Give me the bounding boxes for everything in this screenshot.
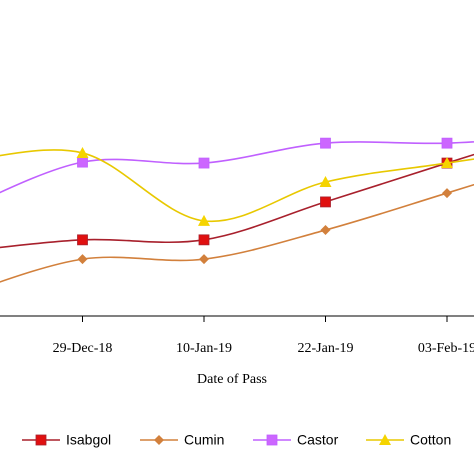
marker — [198, 157, 210, 169]
marker — [76, 146, 89, 158]
legend-item: Cumin — [140, 432, 224, 448]
marker — [320, 137, 331, 149]
marker — [441, 137, 453, 149]
marker — [441, 157, 453, 169]
marker — [198, 214, 210, 226]
marker — [77, 156, 88, 168]
x-tick-label: 29-Dec-18 — [53, 341, 113, 356]
marker — [442, 188, 452, 199]
x-tick-label: 22-Jan-19 — [298, 341, 354, 356]
marker — [77, 254, 88, 265]
x-axis-title: Date of Pass — [197, 372, 267, 387]
marker — [77, 234, 88, 246]
series-line — [0, 183, 474, 283]
marker — [154, 435, 164, 445]
marker — [320, 196, 331, 208]
x-tick-label: 10-Jan-19 — [176, 341, 232, 356]
legend-item: Isabgol — [22, 432, 111, 448]
marker — [320, 225, 331, 236]
series-line — [0, 149, 474, 223]
marker — [379, 434, 391, 445]
marker — [266, 434, 278, 446]
legend-label: Cotton — [410, 432, 451, 448]
x-tick-label: 03-Feb-19 — [418, 341, 474, 356]
marker — [199, 254, 209, 265]
legend-item: Cotton — [366, 432, 451, 448]
marker — [319, 176, 332, 188]
legend-item: Castor — [253, 432, 339, 448]
legend-label: Isabgol — [66, 432, 111, 448]
marker — [198, 234, 210, 246]
series-line — [0, 153, 474, 249]
legend-label: Castor — [297, 432, 339, 448]
series-line — [0, 141, 474, 194]
marker — [35, 434, 47, 446]
legend-label: Cumin — [184, 432, 224, 448]
